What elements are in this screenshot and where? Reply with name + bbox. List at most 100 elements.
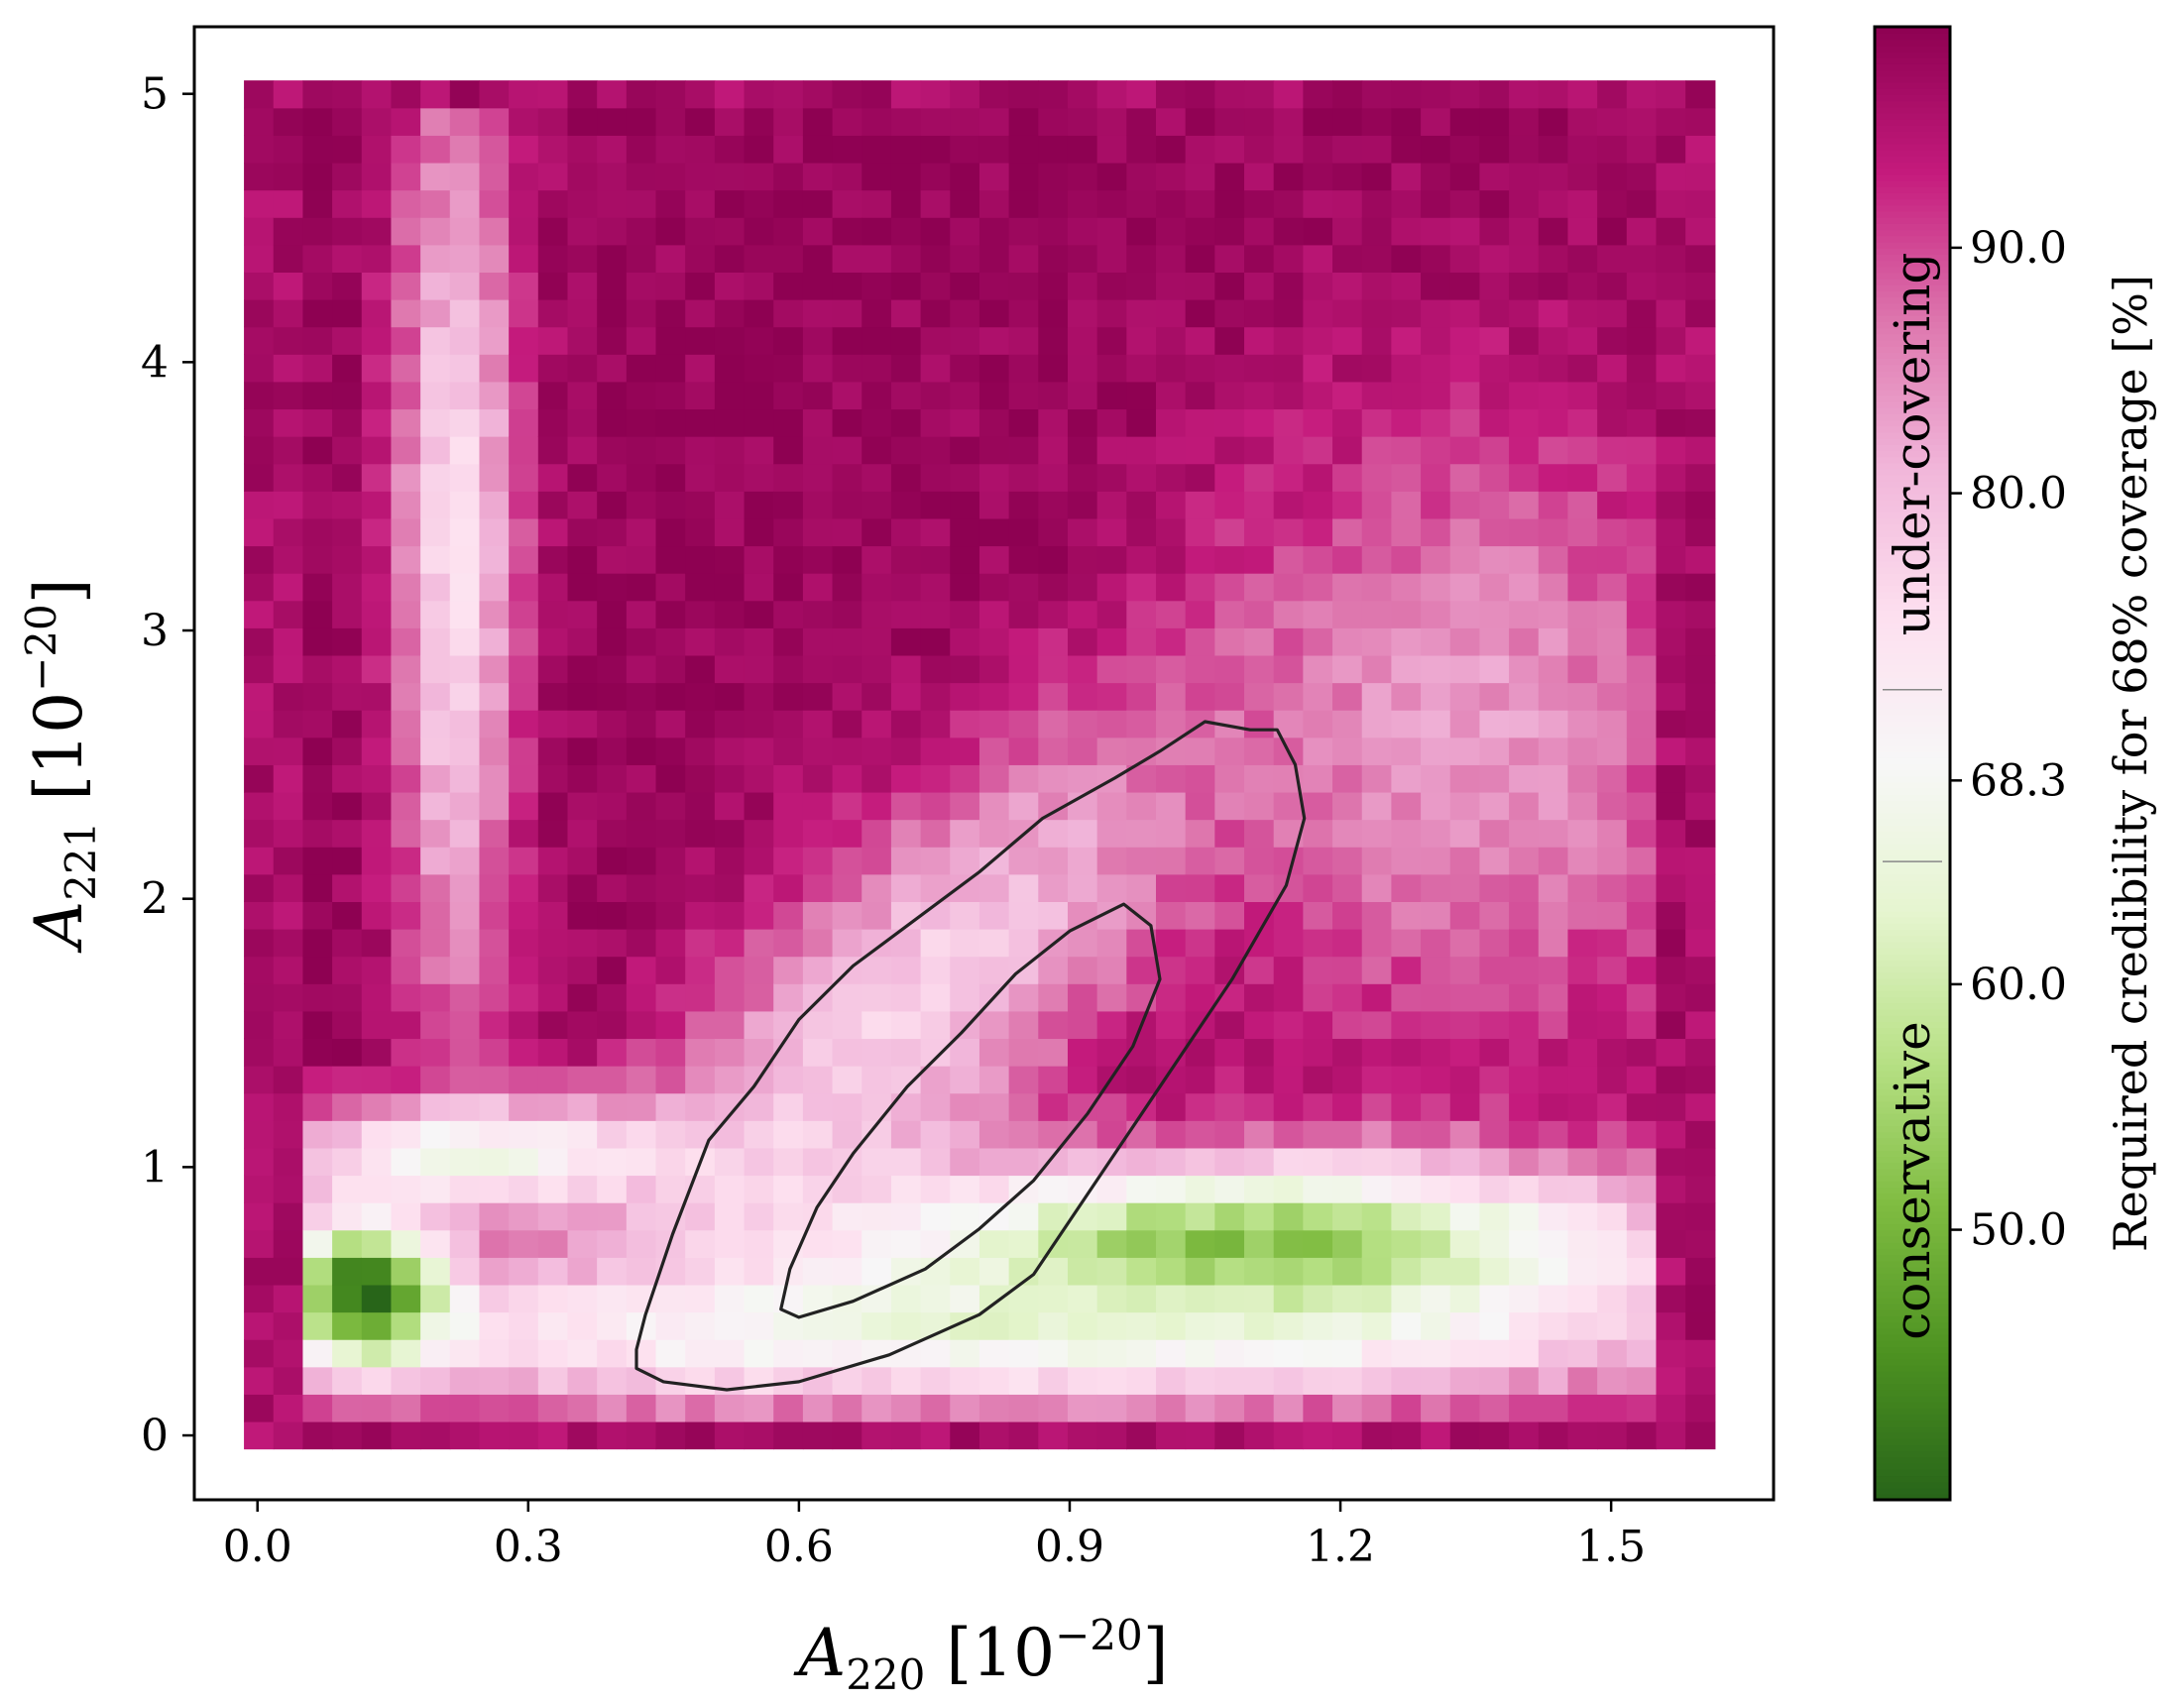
colorbar-segment: [1875, 45, 1950, 53]
heatmap-cell: [420, 1147, 451, 1177]
heatmap-cell: [420, 737, 451, 765]
heatmap-cell: [1391, 1394, 1422, 1422]
heatmap-cell: [332, 162, 363, 191]
heatmap-cell: [1509, 545, 1540, 574]
heatmap-cell: [1126, 107, 1157, 136]
heatmap-cell: [1185, 135, 1215, 164]
heatmap-cell: [509, 1175, 539, 1203]
heatmap-cell: [244, 791, 275, 821]
heatmap-cell: [626, 1092, 657, 1121]
heatmap-cell: [420, 1284, 451, 1313]
colorbar-segment: [1875, 156, 1950, 164]
heatmap-cell: [1361, 1202, 1393, 1231]
heatmap-cell: [1273, 1010, 1304, 1040]
heatmap-cell: [332, 1229, 363, 1258]
heatmap-cell: [1391, 80, 1422, 109]
heatmap-cell: [1244, 463, 1275, 492]
colorbar-segment: [1875, 57, 1950, 64]
heatmap-cell: [391, 1175, 421, 1203]
heatmap-cell: [420, 135, 451, 164]
heatmap-cell: [537, 600, 569, 628]
heatmap-cell: [832, 1420, 862, 1450]
heatmap-cell: [950, 272, 980, 300]
heatmap-cell: [978, 244, 1010, 273]
heatmap-cell: [509, 819, 539, 848]
heatmap-cell: [1509, 956, 1540, 984]
heatmap-cell: [832, 299, 862, 328]
heatmap-cell: [1303, 873, 1333, 902]
heatmap-cell: [391, 517, 421, 547]
colorbar-segment: [1875, 604, 1950, 612]
heatmap-cell: [361, 135, 393, 164]
heatmap-cell: [1656, 1120, 1686, 1149]
heatmap-cell: [1244, 408, 1275, 437]
heatmap-cell: [332, 517, 363, 547]
colorbar-region-label: conservative: [1884, 1021, 1941, 1339]
heatmap-cell: [773, 135, 804, 164]
colorbar-segment: [1875, 210, 1950, 218]
heatmap-cell: [1303, 189, 1333, 218]
heatmap-cell: [273, 764, 304, 793]
heatmap-cell: [1567, 408, 1598, 437]
heatmap-cell: [597, 573, 628, 602]
heatmap-cell: [244, 381, 275, 410]
heatmap-cell: [1185, 654, 1215, 684]
heatmap-cell: [920, 929, 951, 958]
heatmap-cell: [978, 272, 1010, 300]
heatmap-cell: [1479, 1010, 1510, 1040]
heatmap-cell: [1479, 1257, 1510, 1286]
heatmap-cell: [244, 1010, 275, 1040]
heatmap-cell: [1538, 710, 1569, 738]
heatmap-cell: [1567, 627, 1598, 656]
heatmap-cell: [420, 1202, 451, 1231]
heatmap-cell: [950, 1120, 980, 1149]
heatmap-cell: [1421, 80, 1451, 109]
heatmap-cell: [1067, 873, 1098, 902]
heatmap-cell: [1479, 654, 1510, 684]
heatmap-cell: [626, 135, 657, 164]
heatmap-cell: [1479, 354, 1510, 383]
heatmap-cell: [1656, 80, 1686, 109]
heatmap-cell: [978, 1010, 1010, 1040]
heatmap-cell: [832, 135, 862, 164]
x-tick-label: 0.3: [494, 1522, 563, 1572]
heatmap-cell: [302, 1120, 333, 1149]
heatmap-cell: [361, 326, 393, 355]
heatmap-cell: [890, 873, 922, 902]
heatmap-cell: [537, 299, 569, 328]
colorbar-segment: [1875, 750, 1950, 758]
heatmap-cell: [1008, 1120, 1039, 1149]
heatmap-cell: [509, 244, 539, 273]
heatmap-cell: [1656, 983, 1686, 1012]
heatmap-cell: [655, 710, 686, 738]
heatmap-cell: [1096, 819, 1127, 848]
heatmap-cell: [1421, 1066, 1451, 1094]
heatmap-cell: [1303, 737, 1333, 765]
heatmap-cell: [950, 1394, 980, 1422]
heatmap-cell: [1126, 381, 1157, 410]
heatmap-cell: [802, 873, 834, 902]
heatmap-cell: [714, 463, 746, 492]
heatmap-cell: [1185, 573, 1215, 602]
heatmap-cell: [597, 436, 628, 465]
heatmap-cell: [332, 929, 363, 958]
heatmap-cell: [685, 573, 716, 602]
heatmap-cell: [273, 1420, 304, 1450]
heatmap-cell: [655, 107, 686, 136]
heatmap-cell: [655, 189, 686, 218]
colorbar-tick-label: 80.0: [1970, 469, 2067, 519]
heatmap-cell: [1626, 1311, 1658, 1340]
heatmap-cell: [626, 1339, 657, 1368]
heatmap-cell: [449, 272, 481, 300]
y-tick-label: 4: [141, 337, 169, 388]
heatmap-cell: [420, 710, 451, 738]
heatmap-cell: [361, 244, 393, 273]
heatmap-cell: [862, 600, 892, 628]
heatmap-cell: [1391, 1092, 1422, 1121]
heatmap-cell: [1096, 956, 1127, 984]
heatmap-cell: [832, 189, 862, 218]
heatmap-cell: [1303, 764, 1333, 793]
heatmap-cell: [361, 819, 393, 848]
heatmap-cell: [597, 408, 628, 437]
heatmap-cell: [1126, 326, 1157, 355]
